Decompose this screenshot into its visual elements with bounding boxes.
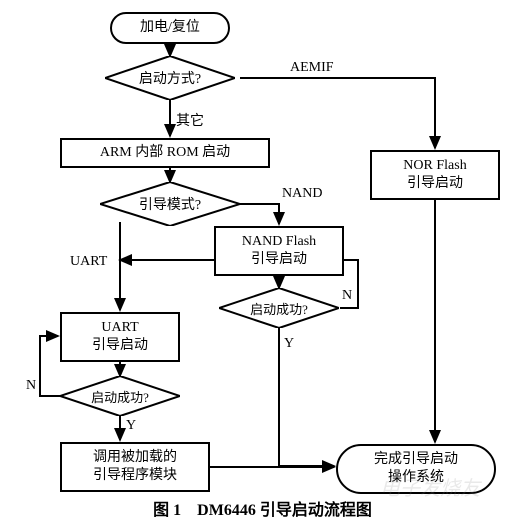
- node-nand-ok: 启动成功?: [219, 288, 339, 328]
- node-boot-mode-label: 引导模式?: [139, 194, 201, 214]
- label-uart: UART: [70, 254, 107, 270]
- node-complete-l1: 完成引导启动: [374, 451, 458, 469]
- figure-caption: 图 1 DM6446 引导启动流程图: [0, 496, 525, 520]
- label-nand-y: Y: [284, 336, 294, 352]
- node-call-loader-l2: 引导程序模块: [93, 467, 177, 485]
- node-arm-rom: ARM 内部 ROM 启动: [60, 138, 270, 168]
- node-nor-flash-l2: 引导启动: [403, 175, 466, 193]
- node-complete-l2: 操作系统: [374, 469, 458, 487]
- node-nor-flash: NOR Flash 引导启动: [370, 150, 500, 200]
- label-other: 其它: [176, 110, 204, 130]
- node-start-label: 加电/复位: [140, 19, 200, 37]
- label-uart-y: Y: [126, 418, 136, 434]
- label-nand-n: N: [342, 288, 352, 304]
- node-nand-ok-label: 启动成功?: [250, 299, 308, 318]
- label-uart-n: N: [26, 378, 36, 394]
- node-call-loader-l1: 调用被加载的: [93, 449, 177, 467]
- node-uart-boot-l2: 引导启动: [92, 337, 148, 355]
- label-aemif: AEMIF: [290, 60, 334, 76]
- node-nand-flash-l2: 引导启动: [242, 251, 316, 269]
- node-nor-flash-l1: NOR Flash: [403, 157, 466, 175]
- node-call-loader: 调用被加载的 引导程序模块: [60, 442, 210, 492]
- node-nand-flash: NAND Flash 引导启动: [214, 226, 344, 276]
- node-start: 加电/复位: [110, 12, 230, 44]
- node-uart-ok: 启动成功?: [60, 376, 180, 416]
- node-uart-ok-label: 启动成功?: [91, 387, 149, 406]
- node-uart-boot: UART 引导启动: [60, 312, 180, 362]
- node-complete: 完成引导启动 操作系统: [336, 444, 496, 494]
- node-boot-method: 启动方式?: [105, 56, 235, 100]
- node-boot-method-label: 启动方式?: [139, 68, 201, 88]
- node-uart-boot-l1: UART: [92, 319, 148, 337]
- node-nand-flash-l1: NAND Flash: [242, 233, 316, 251]
- node-arm-rom-label: ARM 内部 ROM 启动: [100, 144, 230, 162]
- node-boot-mode: 引导模式?: [100, 182, 240, 226]
- label-nand: NAND: [282, 186, 322, 202]
